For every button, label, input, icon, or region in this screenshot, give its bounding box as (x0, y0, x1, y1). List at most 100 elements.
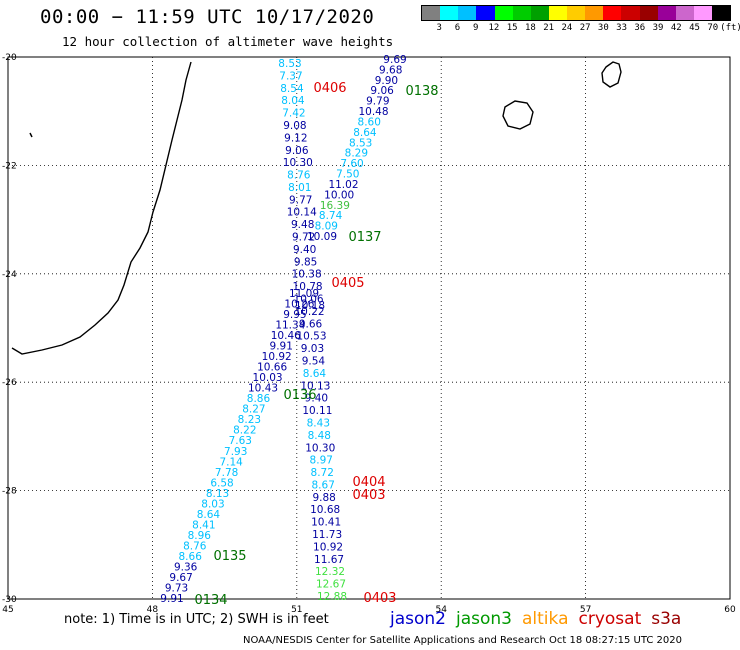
wave-height-value: 10.66 (257, 362, 287, 374)
lat-tick-label: -22 (2, 161, 17, 171)
wave-height-value: 8.74 (319, 210, 343, 222)
wave-height-value: 7.60 (340, 158, 363, 170)
wave-height-value: 10.41 (311, 517, 341, 529)
pass-time-label: 0404 (352, 475, 385, 490)
wave-height-value: 8.09 (315, 221, 338, 233)
wave-height-value: 7.78 (215, 467, 238, 479)
wave-height-colorbar: 3 6 9 12 15 18 21 24 27 30 33 36 39 42 45 70 (ft) (421, 5, 740, 35)
wave-height-value: 8.67 (312, 479, 335, 491)
wave-height-value: 10.06 (294, 294, 324, 306)
colorbar-label: 3 (436, 23, 442, 33)
wave-height-value: 8.64 (197, 509, 221, 521)
wave-height-value: 9.72 (292, 232, 315, 244)
colorbar-label: 30 (597, 23, 609, 33)
wave-height-value: 8.97 (310, 455, 333, 467)
colorbar-label: 45 (689, 23, 700, 33)
colorbar-label: 6 (454, 23, 461, 33)
satellite-legend: jason2 jason3 altika cryosat s3a (390, 609, 691, 629)
wave-height-value: 7.37 (279, 70, 302, 82)
pass-time-label: 0136 (283, 388, 316, 403)
wave-height-value: 11.09 (289, 288, 319, 300)
pass-time-label: 0138 (405, 84, 438, 99)
colorbar-swatch (494, 6, 513, 20)
wave-height-value: 10.46 (271, 330, 301, 342)
wave-height-value: 9.95 (283, 309, 306, 321)
wave-height-value: 9.68 (379, 64, 402, 76)
colorbar-label: 12 (488, 23, 500, 33)
wave-height-value: 10.03 (253, 372, 283, 384)
colorbar-swatch (567, 6, 586, 20)
lon-tick-label: 57 (580, 605, 591, 615)
wave-height-value: 9.88 (312, 492, 335, 504)
page-title: 00:00 − 11:59 UTC 10/17/2020 (40, 6, 375, 28)
page-subtitle: 12 hour collection of altimeter wave hei… (62, 34, 394, 49)
map-frame (7, 56, 731, 600)
lat-tick-label: -28 (2, 487, 17, 497)
colorbar-label: 39 (652, 23, 664, 33)
colorbar-label: 42 (670, 23, 682, 33)
lon-tick-label: 51 (291, 605, 302, 615)
wave-height-value: 10.38 (292, 269, 322, 281)
wave-height-value: 9.06 (285, 145, 309, 157)
colorbar-swatch (712, 6, 731, 20)
wave-height-value: 10.13 (300, 380, 330, 392)
wave-height-value: 10.14 (287, 207, 317, 219)
colorbar-label: 70 (707, 23, 719, 33)
wave-height-value: 10.11 (302, 405, 332, 417)
wave-height-value: 9.12 (284, 132, 307, 144)
pass-time-label: 0134 (194, 593, 227, 608)
wave-height-value: 8.41 (192, 519, 215, 531)
colorbar-swatch (621, 6, 640, 20)
colorbar-swatch (603, 6, 622, 20)
madagascar-coastline (11, 61, 192, 355)
colorbar-swatch (657, 6, 676, 20)
wave-height-value: 10.68 (310, 504, 340, 516)
wave-height-value: 7.42 (282, 108, 305, 120)
lon-tick-label: 54 (435, 605, 447, 615)
legend-altika: altika (522, 609, 569, 629)
wave-height-value: 9.85 (294, 256, 317, 268)
colorbar-swatch (639, 6, 658, 20)
wave-height-value: 10.30 (305, 442, 335, 454)
colorbar-label: 33 (616, 23, 627, 33)
wave-height-value: 8.54 (280, 83, 304, 95)
wave-height-value: 9.67 (169, 572, 192, 584)
wave-height-value: 10.43 (248, 383, 278, 395)
wave-height-value: 10.92 (262, 351, 292, 363)
lat-tick-label: -20 (2, 53, 17, 63)
colorbar-label: 24 (561, 23, 573, 33)
wave-height-value: 9.40 (305, 393, 328, 405)
islet (29, 132, 33, 138)
wave-height-value: 10.53 (296, 331, 326, 343)
colorbar-label: 9 (472, 23, 479, 33)
colorbar-label: 36 (634, 23, 646, 33)
wave-height-value: 10.18 (295, 300, 325, 312)
wave-height-value: 10.48 (358, 106, 388, 118)
wave-height-value: 10.09 (307, 231, 337, 243)
wave-height-value: 9.08 (283, 120, 306, 132)
wave-height-value: 11.34 (275, 320, 305, 332)
colorbar-swatch (512, 6, 531, 20)
wave-height-value: 9.06 (370, 85, 394, 97)
wave-height-value: 8.43 (307, 417, 330, 429)
wave-height-value: 9.66 (299, 318, 323, 330)
wave-height-value: 8.04 (281, 95, 305, 107)
wave-height-value: 9.48 (291, 219, 314, 231)
wave-height-value: 8.76 (183, 540, 207, 552)
wave-height-value: 8.60 (358, 116, 381, 128)
wave-height-value: 8.66 (179, 551, 203, 563)
wave-height-value: 10.30 (283, 157, 313, 169)
pass-time-label: 0135 (213, 549, 246, 564)
colorbar-swatch (440, 6, 459, 20)
wave-height-value: 8.22 (233, 425, 256, 437)
wave-height-value: 10.78 (293, 281, 323, 293)
wave-height-value: 8.53 (349, 137, 372, 149)
pass-time-label: 0406 (313, 81, 346, 96)
wave-height-value: 8.48 (308, 430, 331, 442)
pass-time-label: 0137 (348, 230, 381, 245)
legend-cryosat: cryosat (578, 609, 642, 629)
wave-height-value: 10.26 (284, 299, 314, 311)
lat-tick-label: -24 (2, 270, 17, 280)
colorbar-swatch (458, 6, 477, 20)
